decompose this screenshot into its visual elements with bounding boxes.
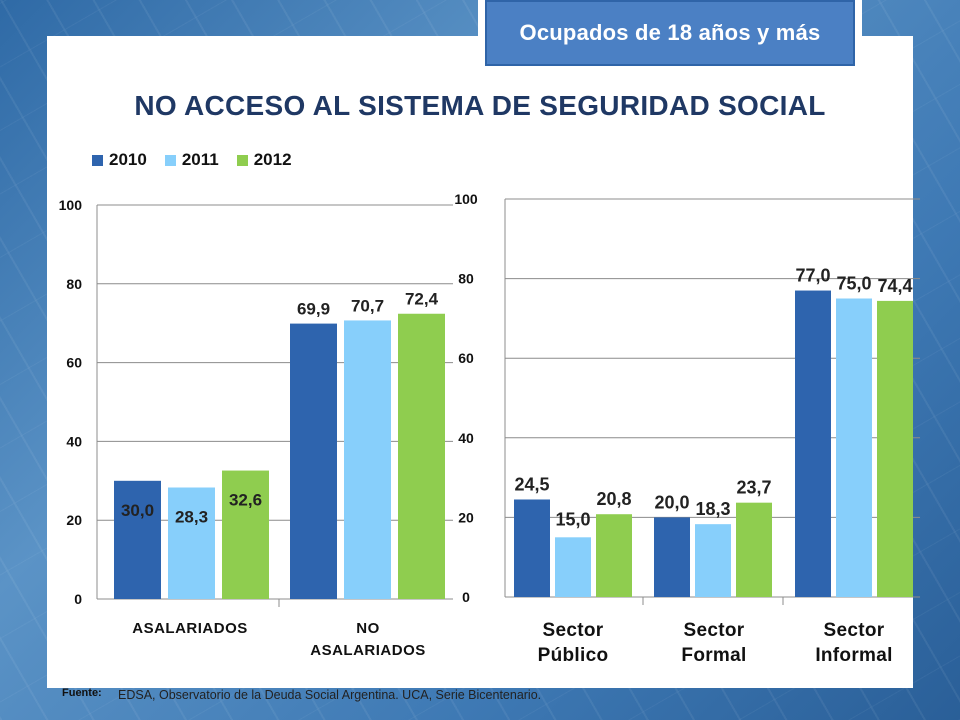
legend-label: 2012 bbox=[253, 150, 292, 169]
data-label: 77,0 bbox=[795, 266, 830, 286]
x-category-label: Público bbox=[538, 645, 609, 666]
y-tick-label: 60 bbox=[458, 350, 474, 366]
legend-swatch bbox=[92, 154, 103, 166]
legend-swatch bbox=[236, 154, 248, 166]
data-label: 24,5 bbox=[514, 474, 549, 494]
data-label: 75,0 bbox=[836, 274, 871, 294]
y-tick-label: 0 bbox=[74, 591, 82, 607]
y-tick-label: 20 bbox=[458, 509, 474, 525]
y-tick-label: 100 bbox=[454, 191, 478, 207]
x-category-label: Sector bbox=[543, 620, 604, 641]
y-tick-label: 40 bbox=[458, 430, 474, 446]
legend-item-2012: 2012 bbox=[236, 150, 292, 170]
legend-label: 2011 bbox=[181, 150, 219, 169]
data-label: 15,0 bbox=[555, 509, 590, 529]
bar-2010 bbox=[654, 517, 690, 597]
source-label: Fuente: bbox=[62, 687, 102, 699]
bar-2010 bbox=[114, 480, 161, 599]
y-tick-label: 60 bbox=[66, 355, 82, 371]
legend-item-2011: 2011 bbox=[164, 150, 219, 170]
data-label: 69,9 bbox=[297, 300, 330, 319]
bar-2010 bbox=[290, 323, 337, 599]
bar-2012 bbox=[877, 300, 913, 597]
bar-2011 bbox=[695, 524, 731, 597]
bar-2011 bbox=[555, 537, 591, 597]
source-text: EDSA, Observatorio de la Deuda Social Ar… bbox=[118, 688, 542, 702]
x-category-label: NO bbox=[356, 620, 380, 637]
legend-label: 2010 bbox=[109, 150, 147, 169]
bar-2012 bbox=[222, 470, 269, 599]
data-label: 23,7 bbox=[736, 478, 771, 498]
x-category-label: ASALARIADOS bbox=[310, 642, 426, 659]
chart-title: NO ACCESO AL SISTEMA DE SEGURIDAD SOCIAL bbox=[134, 90, 826, 121]
bar-2012 bbox=[736, 502, 772, 597]
data-label: 20,8 bbox=[596, 489, 631, 509]
bar-2012 bbox=[398, 313, 445, 599]
y-tick-label: 20 bbox=[66, 512, 82, 528]
y-tick-label: 80 bbox=[66, 276, 82, 292]
data-label: 30,0 bbox=[121, 501, 154, 520]
x-category-label: Informal bbox=[815, 645, 892, 666]
x-category-label: Formal bbox=[681, 645, 746, 666]
bar-2010 bbox=[795, 290, 831, 597]
bar-2011 bbox=[168, 487, 215, 599]
data-label: 72,4 bbox=[405, 290, 439, 309]
y-tick-label: 100 bbox=[59, 197, 83, 213]
data-label: 28,3 bbox=[175, 507, 208, 526]
data-label: 18,3 bbox=[695, 499, 730, 519]
y-tick-label: 80 bbox=[458, 271, 474, 287]
bar-2010 bbox=[514, 499, 550, 597]
data-label: 20,0 bbox=[654, 492, 689, 512]
y-tick-label: 0 bbox=[462, 589, 470, 605]
x-category-label: Sector bbox=[824, 620, 885, 641]
data-label: 74,4 bbox=[877, 276, 912, 296]
data-label: 70,7 bbox=[351, 296, 384, 315]
bar-2011 bbox=[836, 298, 872, 597]
y-tick-label: 40 bbox=[66, 433, 82, 449]
bar-2011 bbox=[344, 320, 391, 599]
bar-2012 bbox=[596, 514, 632, 597]
x-category-label: ASALARIADOS bbox=[132, 620, 248, 637]
chart-legend: 2010 2011 2012 bbox=[92, 150, 292, 170]
legend-swatch bbox=[164, 154, 176, 166]
legend-item-2010: 2010 bbox=[92, 150, 147, 170]
data-label: 32,6 bbox=[229, 491, 262, 510]
population-badge: Ocupados de 18 años y más bbox=[485, 0, 855, 66]
x-category-label: Sector bbox=[684, 620, 745, 641]
